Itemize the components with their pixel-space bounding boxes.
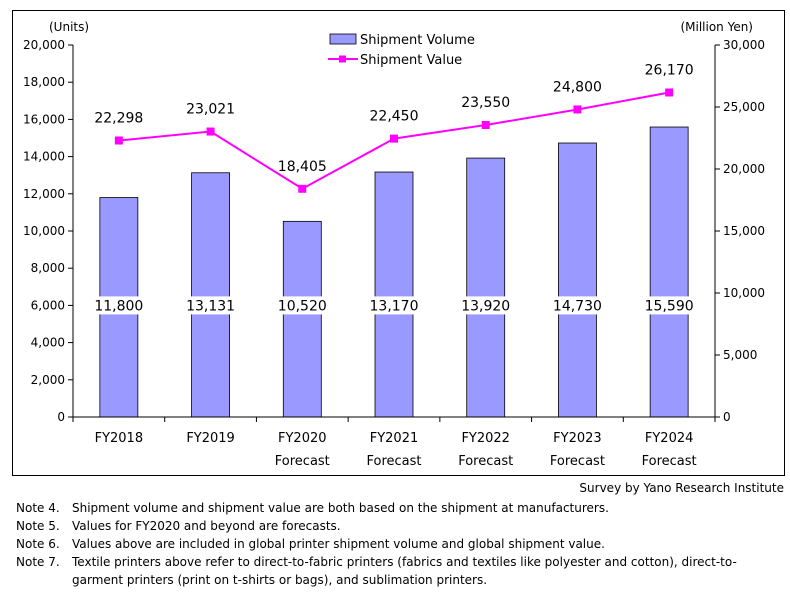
y-tick-label-left: 4,000 bbox=[31, 336, 65, 350]
y-tick-label-left: 16,000 bbox=[23, 112, 65, 126]
note-label: Note 4. bbox=[16, 501, 60, 515]
legend-swatch-bar bbox=[329, 33, 357, 45]
line-point bbox=[481, 120, 490, 129]
bar bbox=[558, 142, 597, 418]
note-text: Values for FY2020 and beyond are forecas… bbox=[72, 519, 341, 533]
bar-value-label: 10,520 bbox=[278, 298, 327, 314]
line-value-label: 26,170 bbox=[645, 62, 694, 78]
line-value-label: 18,405 bbox=[278, 159, 327, 175]
y-tick-label-left: 0 bbox=[57, 410, 65, 424]
line-point bbox=[665, 88, 674, 97]
line-point bbox=[206, 127, 215, 136]
note-text: Values above are included in global prin… bbox=[72, 537, 605, 551]
y-tick-label-right: 20,000 bbox=[723, 162, 765, 176]
bar-value-label: 15,590 bbox=[645, 298, 694, 314]
line-value-label: 22,298 bbox=[94, 111, 143, 127]
bar-label-bg bbox=[642, 296, 697, 315]
x-tick-label: FY2018 bbox=[95, 431, 144, 446]
bar bbox=[282, 220, 322, 418]
bar-label-bg bbox=[367, 296, 421, 315]
y-tick-label-right: 30,000 bbox=[723, 38, 765, 52]
x-tick-label: FY2021 bbox=[370, 431, 419, 446]
y-tick-label-left: 18,000 bbox=[23, 75, 65, 89]
y-tick-label-right: 25,000 bbox=[723, 100, 765, 114]
y-tick-label-left: 8,000 bbox=[31, 261, 65, 275]
bar-label-bg bbox=[91, 296, 146, 315]
bar bbox=[649, 126, 689, 418]
y-tick-label-left: 14,000 bbox=[23, 150, 65, 164]
x-tick-sublabel: Forecast bbox=[366, 454, 421, 469]
line-point bbox=[390, 134, 398, 143]
x-tick-sublabel: Forecast bbox=[458, 454, 513, 469]
line-value-label: 23,021 bbox=[186, 102, 235, 118]
line-point bbox=[573, 105, 582, 114]
line-value-label: 24,800 bbox=[553, 79, 602, 95]
y-tick-label-left: 12,000 bbox=[23, 187, 65, 201]
note-item: Note 6. Values above are included in glo… bbox=[16, 535, 781, 553]
source-credit: Survey by Yano Research Institute bbox=[579, 481, 784, 495]
legend-label: Shipment Value bbox=[360, 53, 462, 68]
x-tick-label: FY2022 bbox=[461, 431, 510, 446]
legend-box bbox=[286, 23, 531, 75]
bar-label-bg bbox=[275, 296, 330, 315]
bar-value-label: 14,730 bbox=[553, 298, 602, 314]
y-tick-label-right: 15,000 bbox=[723, 224, 765, 238]
bar-value-label: 13,920 bbox=[461, 298, 510, 314]
bar bbox=[191, 172, 230, 418]
y-axis-unit-right: (Million Yen) bbox=[680, 20, 753, 34]
note-item: Note 4. Shipment volume and shipment val… bbox=[16, 499, 781, 517]
y-tick-label-right: 5,000 bbox=[723, 348, 757, 362]
legend-swatch-marker bbox=[339, 55, 346, 63]
x-tick-sublabel: Forecast bbox=[550, 454, 605, 469]
y-tick-label-right: 0 bbox=[723, 410, 731, 424]
note-label: Note 7. bbox=[16, 555, 60, 569]
line-value-label: 22,450 bbox=[370, 109, 419, 125]
chart-frame: 0 2,000 4,000 6,000 8,000 10,000 12,000 14,000 1… bbox=[12, 10, 785, 476]
y-tick-label-left: 10,000 bbox=[23, 224, 65, 238]
x-tick-label: FY2019 bbox=[186, 431, 235, 446]
y-tick-label-left: 6,000 bbox=[31, 298, 65, 312]
x-tick-label: FY2020 bbox=[278, 431, 327, 446]
note-label: Note 6. bbox=[16, 537, 60, 551]
bar-value-label: 13,170 bbox=[370, 298, 419, 314]
bar bbox=[466, 157, 506, 418]
chart: 0 2,000 4,000 6,000 8,000 10,000 12,000 14,000 1… bbox=[23, 20, 765, 469]
bar-label-bg bbox=[183, 296, 238, 315]
line-value-label: 23,550 bbox=[461, 95, 510, 111]
x-tick-sublabel: Forecast bbox=[642, 454, 697, 469]
note-item: Note 7. Textile printers above refer to … bbox=[16, 553, 781, 589]
y-tick-label-right: 10,000 bbox=[723, 286, 765, 300]
note-text: Shipment volume and shipment value are b… bbox=[72, 501, 609, 515]
bar-value-label: 11,800 bbox=[94, 298, 143, 314]
line-point bbox=[114, 136, 123, 145]
bar-label-bg bbox=[550, 296, 605, 315]
bar bbox=[374, 171, 414, 418]
note-item: Note 5. Values for FY2020 and beyond are… bbox=[16, 517, 781, 535]
y-tick-label-left: 2,000 bbox=[31, 373, 65, 387]
notes: Note 4. Shipment volume and shipment val… bbox=[16, 499, 781, 589]
y-axis-unit-left: (Units) bbox=[49, 20, 89, 34]
bar-label-bg bbox=[458, 296, 513, 315]
x-tick-label: FY2023 bbox=[553, 431, 602, 446]
y-tick-label-left: 20,000 bbox=[23, 38, 65, 52]
line-point bbox=[298, 184, 307, 193]
note-text: Textile printers above refer to direct-t… bbox=[72, 555, 737, 587]
legend-label: Shipment Volume bbox=[360, 33, 475, 48]
x-tick-sublabel: Forecast bbox=[275, 454, 330, 469]
x-tick-label: FY2024 bbox=[645, 431, 694, 446]
note-label: Note 5. bbox=[16, 519, 60, 533]
bar-value-label: 13,131 bbox=[186, 298, 235, 314]
